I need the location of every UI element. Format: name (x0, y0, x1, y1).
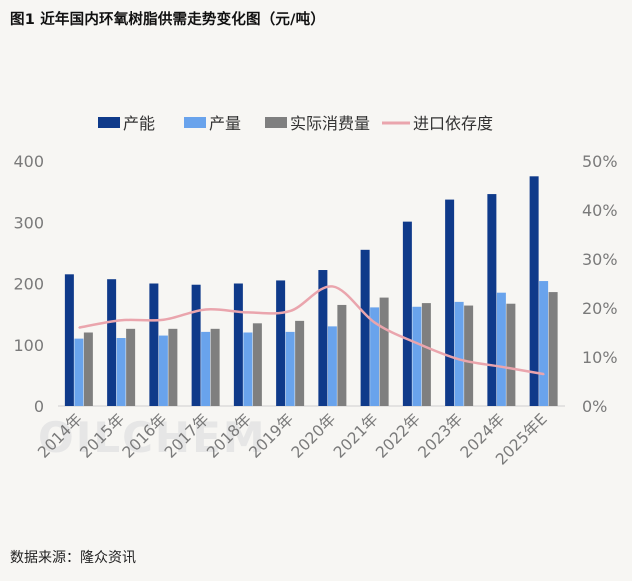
output-bar (539, 281, 549, 406)
output-bar (201, 331, 211, 406)
x-tick-label: 2022年 (372, 410, 424, 462)
x-tick-label: 2023年 (415, 410, 467, 462)
legend-label: 进口依存度 (413, 114, 493, 133)
page-title: 图1 近年国内环氧树脂供需走势变化图（元/吨） (10, 12, 326, 28)
legend-swatch (184, 117, 206, 128)
consumption-bar (548, 292, 558, 406)
legend-swatch (265, 117, 287, 128)
y-left-tick-label: 0 (34, 397, 44, 416)
consumption-bar (421, 303, 431, 406)
consumption-bar (337, 304, 347, 406)
consumption-bar (210, 328, 220, 406)
import-dependency-point (374, 321, 376, 324)
capacity-bar (529, 176, 539, 406)
import-dependency-point (78, 326, 80, 329)
output-bar (285, 331, 295, 406)
y-left-tick-label: 400 (13, 152, 44, 171)
consumption-bar (506, 303, 516, 406)
import-dependency-point (331, 285, 334, 288)
capacity-bar (149, 283, 159, 406)
capacity-bar (487, 194, 497, 406)
consumption-bar (295, 320, 305, 406)
output-bar (496, 292, 506, 406)
y-left-tick-label: 300 (13, 213, 44, 232)
y-right-tick-label: 20% (582, 299, 618, 318)
output-bar (327, 326, 337, 406)
output-bar (412, 306, 422, 406)
capacity-bar (276, 280, 286, 406)
bars (64, 176, 558, 406)
output-bar (116, 338, 126, 406)
capacity-bar (107, 279, 117, 406)
output-bar (243, 332, 253, 406)
y-left-tick-label: 200 (13, 275, 44, 294)
import-dependency-point (289, 310, 292, 312)
capacity-bar (445, 199, 455, 406)
legend-consumption: 实际消费量 (265, 114, 370, 133)
output-bar (74, 338, 84, 406)
capacity-bar (233, 283, 243, 406)
output-bar (370, 307, 380, 406)
y-right-tick-label: 40% (582, 201, 618, 220)
import-dependency-line (78, 285, 545, 376)
capacity-bar (318, 270, 328, 406)
consumption-bar (168, 328, 178, 406)
legend-capacity: 产能 (98, 114, 155, 133)
watermark: OILCHEM (38, 413, 267, 462)
legend-output: 产量 (184, 114, 241, 133)
y-right-tick-label: 0% (582, 397, 607, 416)
y-right-tick-label: 10% (582, 348, 618, 367)
output-bar (158, 335, 168, 406)
import-dependency-point (120, 319, 123, 322)
legend-swatch (98, 117, 120, 128)
capacity-bar (360, 249, 370, 406)
import-dependency-point (543, 373, 545, 375)
output-bar (454, 301, 464, 406)
axes: 01002003004000%10%20%30%40%50%2014年2015年… (13, 152, 617, 469)
consumption-bar (126, 328, 136, 406)
import-dependency-point (162, 318, 165, 321)
y-right-tick-label: 30% (582, 250, 618, 269)
capacity-bar (191, 284, 201, 406)
capacity-bar (402, 221, 412, 406)
source-note: 数据来源：隆众资讯 (10, 550, 136, 566)
legend: 产能 产量 实际消费量 进口依存度 (98, 114, 493, 133)
consumption-bar (83, 332, 93, 406)
legend-label: 实际消费量 (290, 114, 370, 133)
x-tick-label: 2021年 (330, 410, 382, 462)
consumption-bar (379, 297, 389, 406)
legend-import-dependency: 进口依存度 (382, 114, 493, 133)
consumption-bar (252, 323, 262, 406)
legend-label: 产量 (209, 114, 241, 133)
y-right-tick-label: 50% (582, 152, 618, 171)
import-dependency-series (78, 285, 545, 376)
import-dependency-point (205, 308, 207, 311)
import-dependency-point (458, 358, 461, 361)
import-dependency-point (416, 342, 418, 345)
import-dependency-point (500, 366, 503, 368)
import-dependency-point (247, 311, 249, 314)
x-tick-label: 2020年 (288, 410, 340, 462)
legend-label: 产能 (123, 114, 155, 133)
consumption-bar (464, 305, 474, 406)
y-left-tick-label: 100 (13, 336, 44, 355)
capacity-bar (64, 274, 74, 406)
